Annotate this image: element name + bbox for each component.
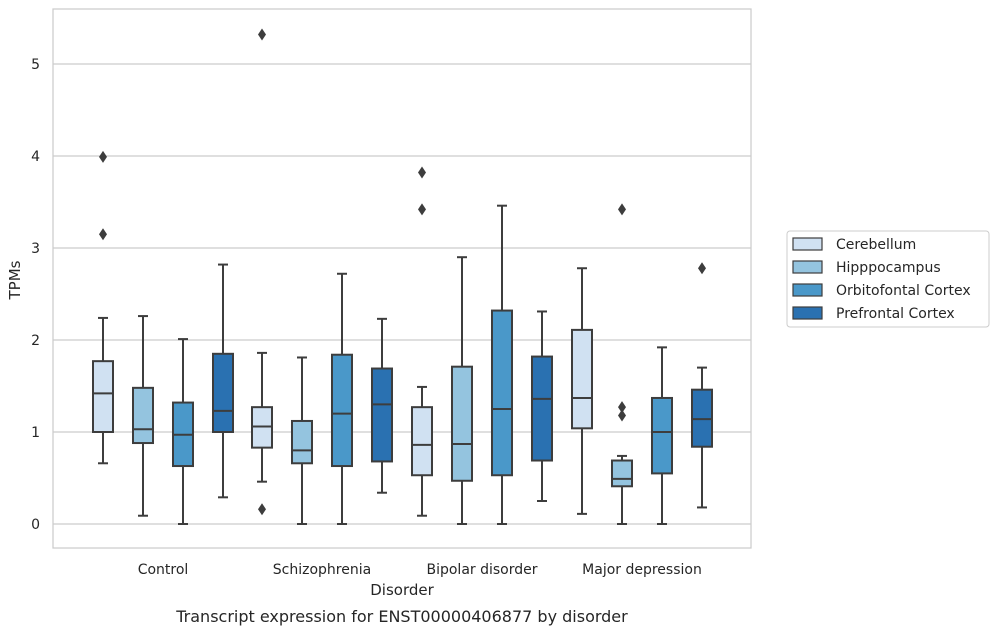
legend-item: Orbitofontal Cortex xyxy=(792,283,971,299)
box-cerebellum-3 xyxy=(571,267,593,515)
x-tick-label: Major depression xyxy=(582,562,702,578)
box-iqr xyxy=(212,352,234,433)
grid-lines xyxy=(53,63,751,525)
box-orbitofontal-cortex-1 xyxy=(331,272,353,525)
x-tick-label: Schizophrenia xyxy=(273,562,371,578)
box-cerebellum-0 xyxy=(92,150,114,465)
box-iqr xyxy=(411,406,433,477)
box-orbitofontal-cortex-3 xyxy=(651,346,673,525)
box-hipppocampus-3 xyxy=(611,203,633,525)
outlier-point xyxy=(258,503,266,516)
box-orbitofontal-cortex-0 xyxy=(172,338,194,525)
outlier-point xyxy=(698,262,706,275)
box-iqr xyxy=(611,459,633,488)
outlier-point xyxy=(618,203,626,216)
box-iqr xyxy=(651,396,673,475)
plot-frame xyxy=(52,8,752,549)
box-cerebellum-1 xyxy=(251,28,273,516)
box-prefrontal-cortex-1 xyxy=(371,317,393,494)
chart-caption: Transcript expression for ENST0000040687… xyxy=(175,607,628,626)
box-iqr xyxy=(92,360,114,433)
legend-swatch xyxy=(792,260,823,274)
legend-label: Cerebellum xyxy=(836,237,916,253)
outlier-point xyxy=(618,409,626,422)
y-tick-label: 5 xyxy=(31,57,40,73)
box-prefrontal-cortex-2 xyxy=(531,310,553,502)
outlier-point xyxy=(99,150,107,163)
outlier-point xyxy=(418,166,426,179)
box-hipppocampus-0 xyxy=(132,315,154,517)
x-tick-label: Control xyxy=(138,562,189,578)
x-tick-label: Bipolar disorder xyxy=(426,562,537,578)
y-tick-label: 1 xyxy=(31,425,40,441)
legend-label: Orbitofontal Cortex xyxy=(836,283,971,299)
y-axis-ticks: 0 1 2 3 4 5 xyxy=(31,57,40,533)
box-iqr xyxy=(491,309,513,477)
outlier-point xyxy=(258,28,266,41)
box-iqr xyxy=(531,355,553,462)
legend-item: Prefrontal Cortex xyxy=(792,306,955,322)
outlier-point xyxy=(418,203,426,216)
y-tick-label: 2 xyxy=(31,333,40,349)
legend-swatch xyxy=(792,306,823,320)
legend-label: Prefrontal Cortex xyxy=(836,306,955,322)
legend-item: Cerebellum xyxy=(792,237,916,253)
outlier-point xyxy=(618,401,626,414)
box-prefrontal-cortex-0 xyxy=(212,263,234,499)
legend-frame xyxy=(786,230,990,328)
outlier-point xyxy=(99,228,107,241)
legend-swatch xyxy=(792,283,823,297)
legend-item: Hipppocampus xyxy=(792,260,941,276)
box-orbitofontal-cortex-2 xyxy=(491,204,513,525)
box-cerebellum-2 xyxy=(411,166,433,517)
legend-label: Hipppocampus xyxy=(836,260,941,276)
box-hipppocampus-1 xyxy=(291,356,313,525)
box-iqr xyxy=(331,353,353,468)
box-iqr xyxy=(571,328,593,430)
legend-swatch xyxy=(792,237,823,251)
box-groups xyxy=(92,28,713,525)
box-iqr xyxy=(291,419,313,465)
box-prefrontal-cortex-3 xyxy=(691,262,713,509)
x-axis-ticks: Control Schizophrenia Bipolar disorder Majo… xyxy=(138,562,702,578)
box-iqr xyxy=(451,365,473,482)
legend: Cerebellum Hipppocampus Orbitofontal Corte… xyxy=(786,230,990,328)
box-iqr xyxy=(132,386,154,445)
box-iqr xyxy=(371,367,393,463)
y-tick-label: 0 xyxy=(31,517,40,533)
box-hipppocampus-2 xyxy=(451,256,473,525)
y-axis-title: TPMs xyxy=(6,260,24,300)
x-axis-title: Disorder xyxy=(370,581,434,599)
y-tick-label: 3 xyxy=(31,241,40,257)
y-tick-label: 4 xyxy=(31,149,40,165)
